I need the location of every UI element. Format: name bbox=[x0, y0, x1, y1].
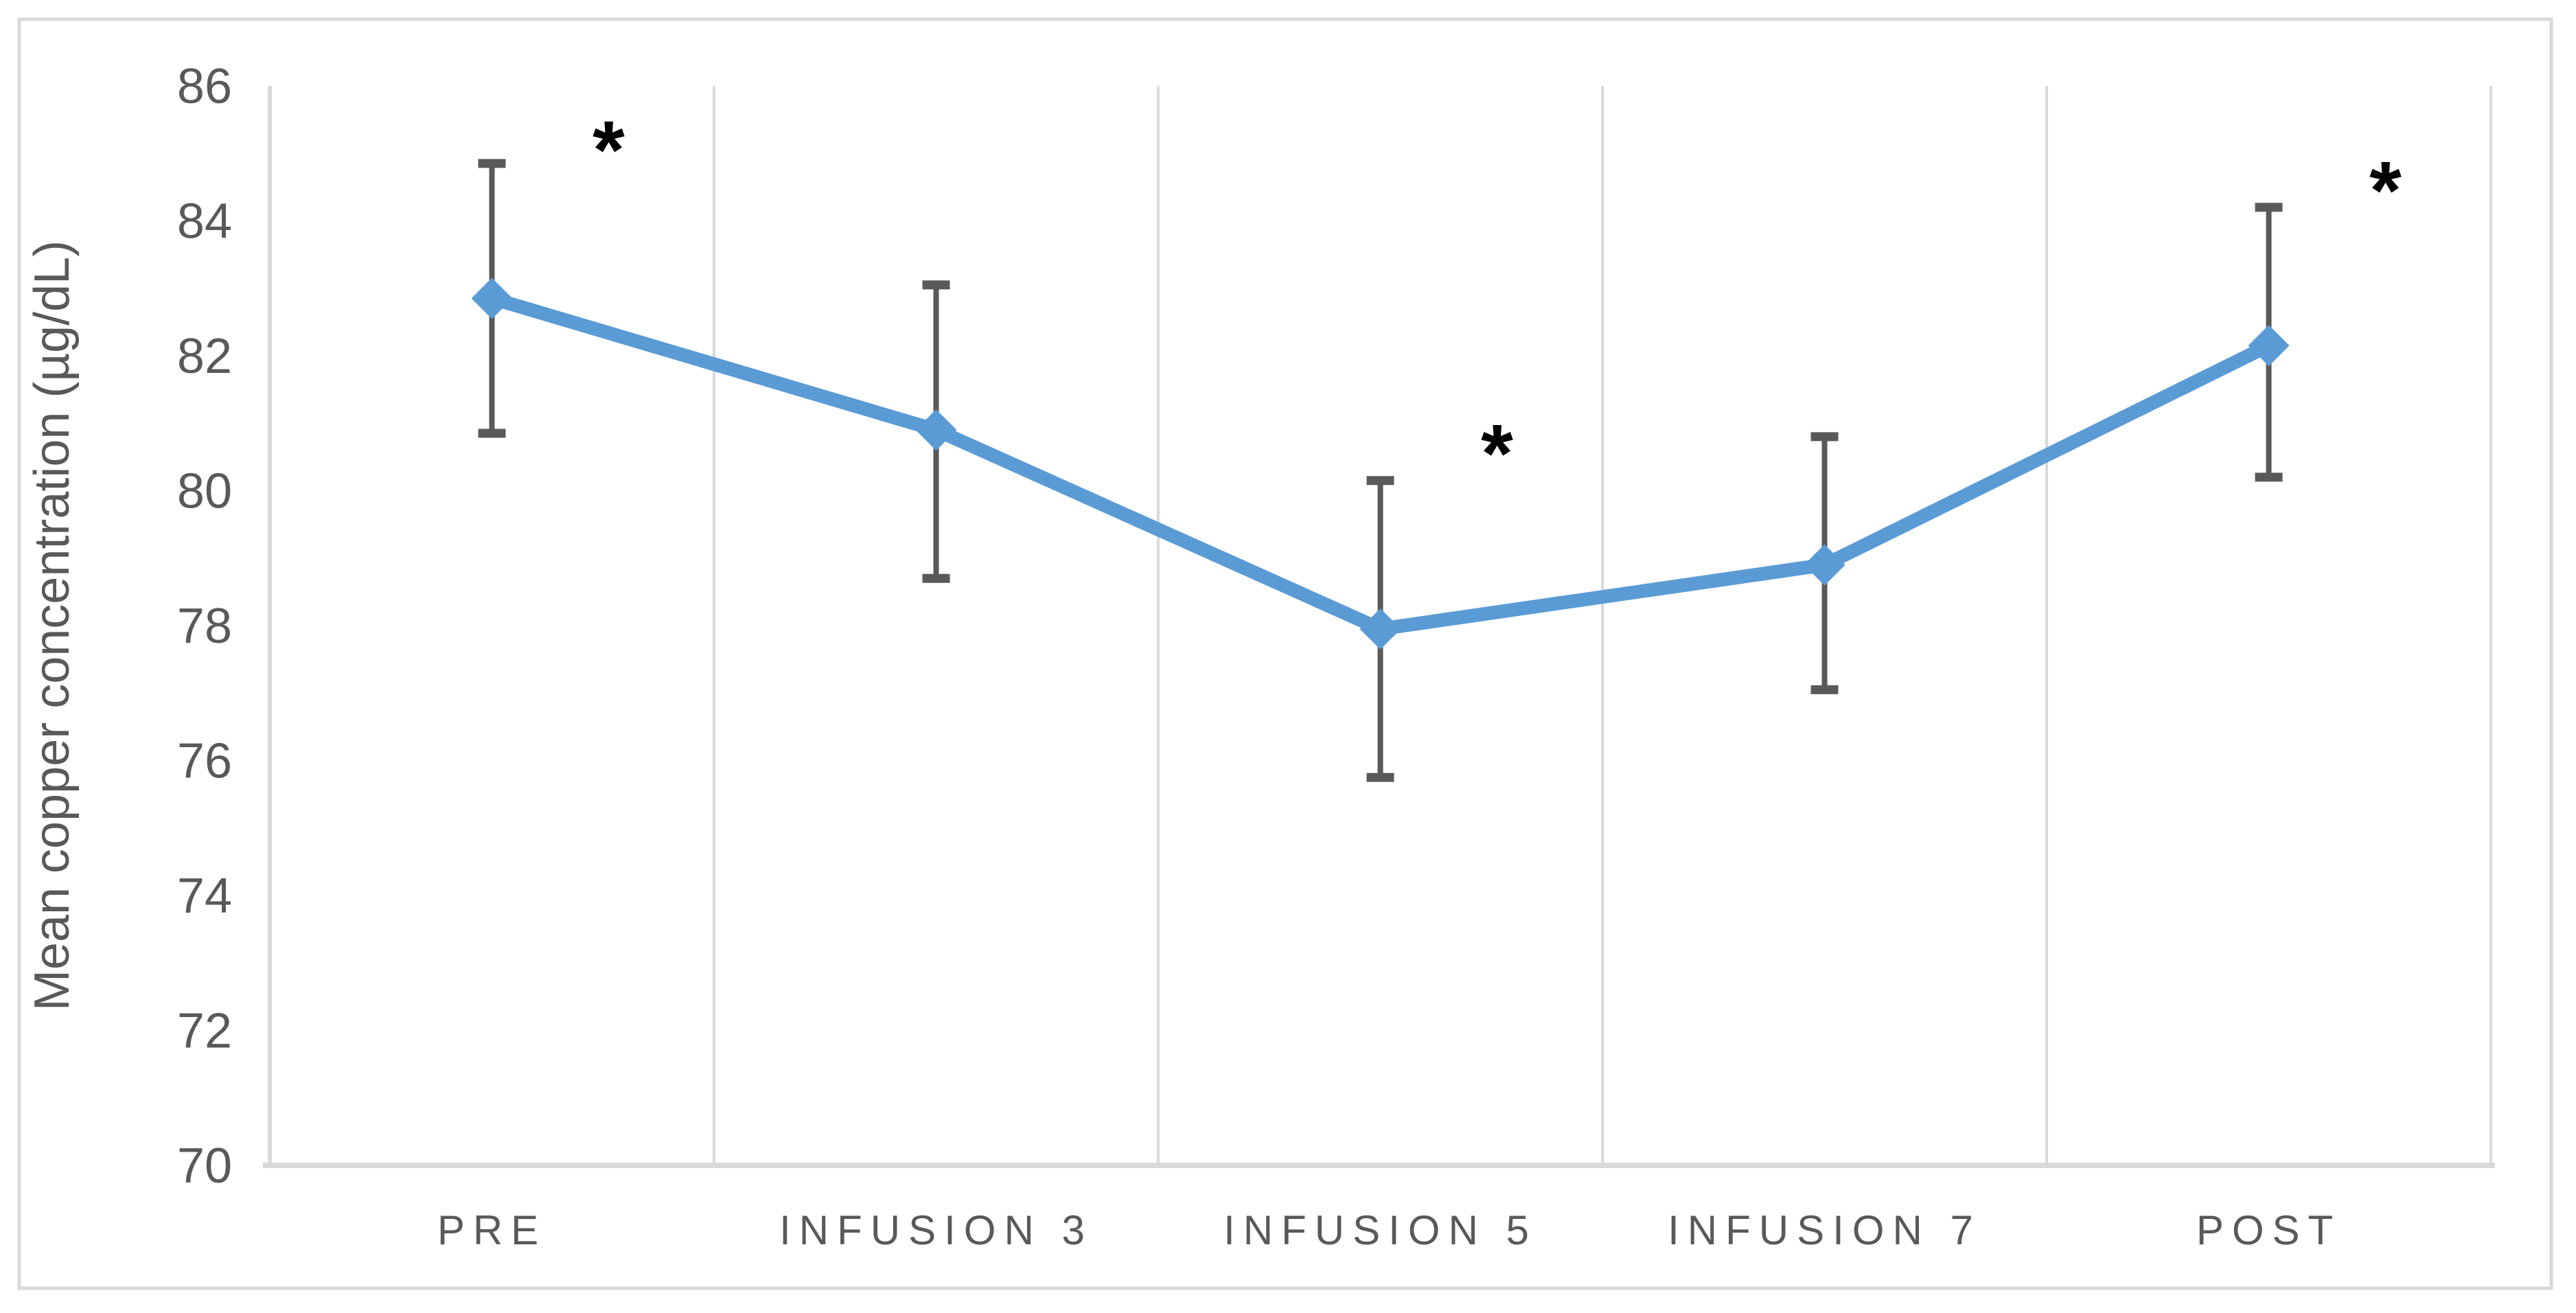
y-tick-label: 78 bbox=[177, 599, 232, 654]
y-tick-label: 70 bbox=[177, 1139, 232, 1194]
y-tick-label: 74 bbox=[177, 869, 232, 924]
x-category-label: INFUSION 5 bbox=[1223, 1207, 1537, 1253]
y-tick-label: 76 bbox=[177, 734, 232, 789]
diamond-marker bbox=[1359, 608, 1401, 650]
diamond-marker bbox=[2248, 325, 2290, 367]
x-category-label: INFUSION 7 bbox=[1668, 1207, 1981, 1253]
y-tick-label: 72 bbox=[177, 1004, 232, 1059]
y-tick-label: 80 bbox=[177, 464, 232, 519]
x-category-label: INFUSION 3 bbox=[779, 1207, 1093, 1253]
significance-asterisks: * * * bbox=[593, 104, 2402, 499]
category-gridlines bbox=[713, 86, 2492, 1165]
significance-asterisk: * bbox=[1481, 408, 1513, 500]
axes bbox=[263, 86, 2495, 1168]
x-category-label: POST bbox=[2196, 1207, 2341, 1253]
significance-asterisk: * bbox=[2369, 144, 2402, 236]
diamond-marker bbox=[1804, 544, 1845, 586]
significance-asterisk: * bbox=[593, 104, 625, 196]
x-category-label: PRE bbox=[437, 1207, 547, 1253]
y-axis-tick-labels: 86 84 82 80 78 76 74 72 70 bbox=[177, 59, 232, 1194]
x-axis-category-labels: PRE INFUSION 3 INFUSION 5 INFUSION 7 POST bbox=[437, 1207, 2341, 1253]
y-tick-label: 84 bbox=[177, 194, 232, 249]
diamond-marker bbox=[471, 277, 513, 319]
diamond-marker bbox=[915, 409, 957, 451]
data-point-markers bbox=[471, 277, 2290, 650]
figure-border bbox=[17, 17, 2553, 1290]
y-tick-label: 82 bbox=[177, 329, 232, 384]
y-tick-label: 86 bbox=[177, 59, 232, 114]
y-axis-title: Mean copper concentration (µg/dL) bbox=[25, 240, 80, 1011]
